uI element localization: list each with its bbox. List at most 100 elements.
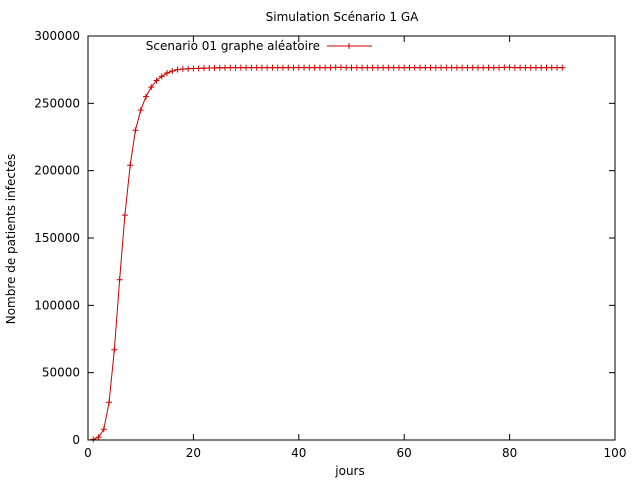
- data-point-marker: [327, 64, 334, 71]
- data-point-marker: [538, 64, 545, 71]
- data-point-marker: [169, 68, 176, 75]
- data-point-marker: [548, 64, 555, 71]
- legend: Scenario 01 graphe aléatoire: [146, 39, 372, 53]
- data-point-marker: [200, 65, 207, 72]
- data-point-marker: [374, 64, 381, 71]
- data-point-marker: [274, 64, 281, 71]
- data-point-marker: [485, 64, 492, 71]
- data-point-marker: [411, 64, 418, 71]
- chart-title: Simulation Scénario 1 GA: [266, 10, 419, 24]
- data-point-marker: [306, 64, 313, 71]
- y-tick-label: 0: [72, 433, 80, 447]
- plot-frame: [87, 35, 616, 441]
- data-point-marker: [222, 64, 229, 71]
- y-tick-label: 250000: [34, 96, 80, 110]
- x-tick-label: 0: [84, 446, 92, 460]
- x-axis-label: jours: [334, 464, 364, 478]
- data-point-marker: [422, 64, 429, 71]
- data-point-marker: [385, 64, 392, 71]
- data-point-marker: [311, 64, 318, 71]
- data-point-marker: [469, 64, 476, 71]
- data-point-marker: [522, 64, 529, 71]
- data-point-marker: [359, 64, 366, 71]
- data-point-marker: [206, 65, 213, 72]
- data-point-marker: [380, 64, 387, 71]
- data-point-marker: [353, 64, 360, 71]
- plot-area: 0 20 40 60 80 100 0 50000 100000 150000 200000 2500…: [34, 29, 626, 460]
- data-point-marker: [285, 64, 292, 71]
- data-point-marker: [517, 64, 524, 71]
- data-point-marker: [290, 64, 297, 71]
- y-tick-label: 100000: [34, 298, 80, 312]
- x-tick-label: 20: [186, 446, 201, 460]
- data-point-marker: [269, 64, 276, 71]
- data-point-marker: [390, 64, 397, 71]
- data-point-marker: [295, 64, 302, 71]
- data-point-marker: [438, 64, 445, 71]
- data-point-marker: [432, 64, 439, 71]
- data-point-marker: [264, 64, 271, 71]
- data-point-marker: [459, 64, 466, 71]
- data-point-marker: [111, 346, 118, 353]
- data-point-marker: [511, 64, 518, 71]
- data-point-marker: [90, 436, 97, 443]
- data-point-marker: [506, 64, 513, 71]
- y-tick-label: 50000: [42, 366, 80, 380]
- data-point-marker: [453, 64, 460, 71]
- x-tick-label: 60: [397, 446, 412, 460]
- data-point-marker: [237, 64, 244, 71]
- data-point-marker: [164, 70, 171, 77]
- data-point-marker: [474, 64, 481, 71]
- data-point-marker: [142, 93, 149, 100]
- data-point-marker: [127, 162, 134, 169]
- data-point-marker: [343, 64, 350, 71]
- data-point-marker: [322, 64, 329, 71]
- data-point-marker: [216, 64, 223, 71]
- data-point-marker: [395, 64, 402, 71]
- data-point-marker: [195, 65, 202, 72]
- data-point-marker: [527, 64, 534, 71]
- data-point-marker: [364, 64, 371, 71]
- data-point-marker: [301, 64, 308, 71]
- data-point-marker: [179, 65, 186, 72]
- data-point-marker: [232, 64, 239, 71]
- y-tick-label: 150000: [34, 231, 80, 245]
- y-tick-label: 300000: [34, 29, 80, 43]
- data-point-marker: [100, 426, 107, 433]
- x-tick-label: 100: [604, 446, 627, 460]
- data-point-marker: [106, 399, 113, 406]
- legend-label: Scenario 01 graphe aléatoire: [146, 39, 320, 53]
- data-point-marker: [279, 64, 286, 71]
- data-point-marker: [243, 64, 250, 71]
- x-tick-label: 80: [502, 446, 517, 460]
- data-point-marker: [448, 64, 455, 71]
- data-point-marker: [116, 276, 123, 283]
- data-point-marker: [185, 65, 192, 72]
- data-point-marker: [316, 64, 323, 71]
- data-point-marker: [464, 64, 471, 71]
- data-point-marker: [190, 65, 197, 72]
- series-line: [93, 66, 563, 440]
- data-point-marker: [496, 64, 503, 71]
- data-point-marker: [443, 64, 450, 71]
- data-point-marker: [211, 64, 218, 71]
- data-point-marker: [406, 64, 413, 71]
- data-point-marker: [258, 64, 265, 71]
- data-point-marker: [480, 64, 487, 71]
- data-point-marker: [153, 77, 160, 84]
- data-point-marker: [337, 64, 344, 71]
- data-point-marker: [417, 64, 424, 71]
- data-point-marker: [148, 84, 155, 91]
- data-point-marker: [554, 64, 561, 71]
- data-point-marker: [532, 64, 539, 71]
- x-tick-label: 40: [291, 446, 306, 460]
- data-point-marker: [490, 64, 497, 71]
- data-point-marker: [348, 64, 355, 71]
- data-point-marker: [174, 66, 181, 73]
- data-point-marker: [332, 64, 339, 71]
- data-point-marker: [543, 64, 550, 71]
- data-point-marker: [369, 64, 376, 71]
- data-point-marker: [253, 64, 260, 71]
- legend-marker-sample: [346, 43, 352, 49]
